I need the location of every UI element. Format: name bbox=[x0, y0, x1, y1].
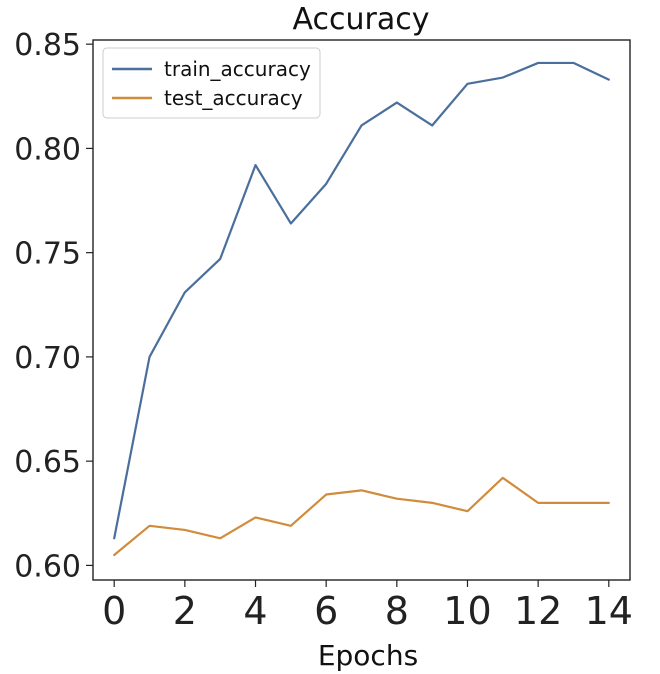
y-tick-label: 0.60 bbox=[14, 549, 81, 584]
x-tick-label: 14 bbox=[585, 589, 633, 633]
series-layer bbox=[113, 61, 610, 557]
y-tick-label: 0.70 bbox=[14, 341, 81, 376]
plot-frame bbox=[92, 39, 631, 581]
y-tick-label: 0.75 bbox=[14, 237, 81, 272]
y-tick-label: 0.65 bbox=[14, 445, 81, 480]
x-axis-label: Epochs bbox=[318, 639, 418, 672]
series-line-train-accuracy bbox=[113, 61, 610, 540]
x-tick-label: 8 bbox=[385, 589, 409, 633]
x-tick-label: 6 bbox=[314, 589, 338, 633]
x-tick-label: 0 bbox=[102, 589, 126, 633]
legend-label-test-accuracy: test_accuracy bbox=[164, 86, 303, 110]
x-tick-label: 4 bbox=[243, 589, 267, 633]
legend: train_accuracy test_accuracy bbox=[102, 47, 321, 119]
legend-box bbox=[102, 47, 321, 119]
x-tick-label: 12 bbox=[514, 589, 562, 633]
legend-label-train-accuracy: train_accuracy bbox=[164, 57, 311, 81]
x-tick-label: 2 bbox=[173, 589, 197, 633]
chart-title: Accuracy bbox=[293, 2, 430, 37]
x-axis: 0 2 4 6 8 10 12 14 bbox=[102, 580, 633, 633]
y-axis: 0.60 0.65 0.70 0.75 0.80 0.85 bbox=[14, 28, 93, 584]
series-line-test-accuracy bbox=[113, 476, 610, 557]
y-tick-label: 0.85 bbox=[14, 28, 81, 63]
x-tick-label: 10 bbox=[443, 589, 491, 633]
y-tick-label: 0.80 bbox=[14, 132, 81, 167]
